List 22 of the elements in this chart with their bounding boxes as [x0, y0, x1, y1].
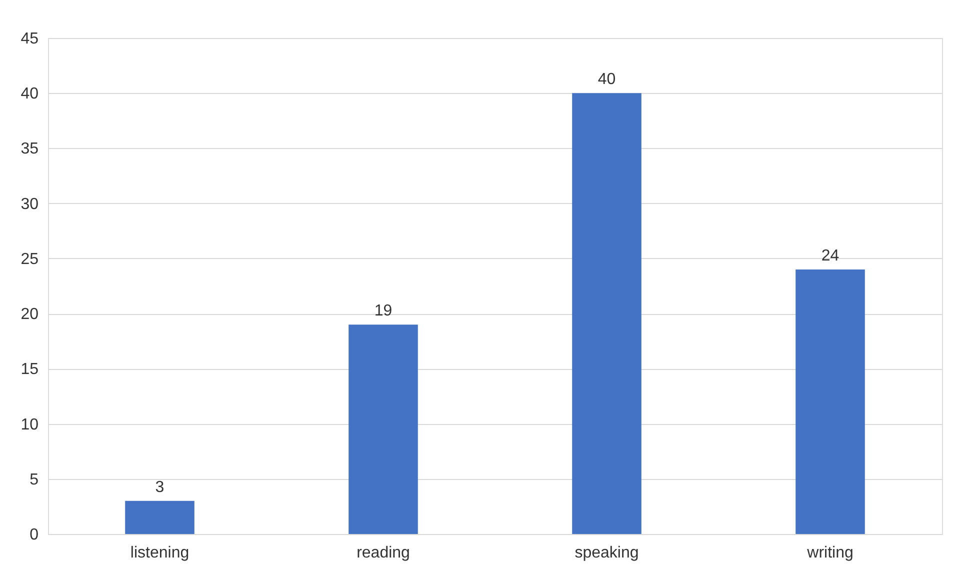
data-label: 3	[155, 478, 164, 496]
x-tick-label: speaking	[574, 544, 639, 562]
x-tick-label: reading	[356, 544, 410, 562]
y-tick-label: 25	[20, 250, 39, 268]
x-tick-label: writing	[806, 544, 854, 562]
y-tick-label: 20	[20, 306, 39, 324]
y-tick-label: 5	[30, 471, 39, 488]
y-tick-label: 10	[20, 416, 39, 434]
bar	[796, 269, 865, 534]
bar	[348, 324, 418, 534]
x-tick-label: listening	[130, 544, 190, 562]
bar	[125, 500, 194, 534]
data-label: 40	[598, 71, 616, 88]
y-tick-label: 30	[20, 196, 39, 213]
y-tick-label: 40	[20, 86, 39, 103]
y-tick-label: 35	[20, 140, 39, 158]
data-label: 24	[821, 247, 840, 264]
bar	[572, 93, 642, 534]
y-tick-label: 45	[20, 30, 39, 48]
y-tick-label: 0	[30, 526, 39, 544]
data-label: 19	[374, 302, 392, 320]
y-tick-label: 15	[20, 361, 39, 378]
